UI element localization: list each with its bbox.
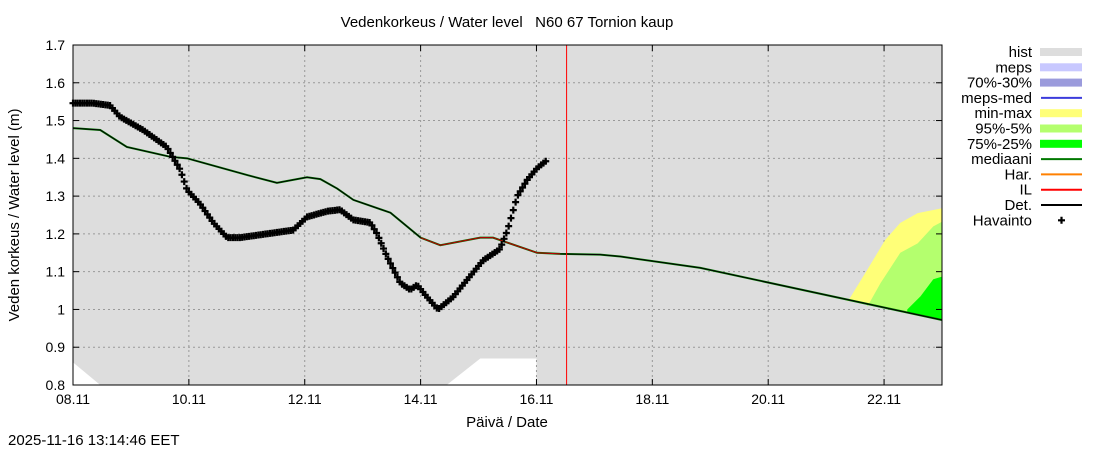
y-tick-label: 1.1 <box>46 264 66 280</box>
legend-label: mediaani <box>971 151 1032 168</box>
hist-band <box>73 45 942 385</box>
legend-swatch <box>1040 109 1082 118</box>
legend-label: hist <box>1009 44 1033 61</box>
observation-point <box>507 214 515 222</box>
x-tick-label: 08.11 <box>56 391 90 407</box>
timestamp: 2025-11-16 13:14:46 EET <box>8 432 180 449</box>
x-tick-label: 18.11 <box>635 391 669 407</box>
legend-label: Havainto <box>973 212 1032 229</box>
y-tick-label: 1.6 <box>46 75 66 91</box>
legend-swatch <box>1040 48 1082 56</box>
observation-point <box>169 153 177 161</box>
observation-point <box>164 145 172 153</box>
legend-label: Har. <box>1004 166 1032 183</box>
il-line <box>420 237 561 255</box>
observation-point <box>382 250 390 258</box>
y-tick-label: 0.8 <box>46 377 66 393</box>
observation-point <box>393 273 401 281</box>
observation-point <box>509 206 517 214</box>
observation-point <box>516 187 524 195</box>
observation-point <box>368 221 376 229</box>
observation-point <box>370 225 378 233</box>
legend-marker-icon <box>1058 216 1065 224</box>
observation-point <box>512 198 520 206</box>
observation-point <box>386 259 394 267</box>
observation-point <box>173 161 181 169</box>
plot-frame <box>72 44 943 386</box>
observation-point <box>521 180 529 188</box>
observation-point <box>377 239 385 247</box>
y-tick-label: 1 <box>57 301 65 317</box>
y-tick-label: 1.2 <box>46 226 66 242</box>
legend-label: 75%-25% <box>967 136 1032 153</box>
observation-point <box>514 191 522 199</box>
legend-swatch <box>1040 63 1082 72</box>
observation-point <box>495 245 503 253</box>
legend-label: meps-med <box>961 90 1032 107</box>
x-axis-label: Päivä / Date <box>466 414 548 431</box>
y-tick-label: 1.5 <box>46 113 66 129</box>
legend-label: min-max <box>974 105 1032 122</box>
legend-swatch <box>1040 78 1082 87</box>
observation-point <box>180 178 188 186</box>
legend-label: meps <box>995 59 1032 76</box>
y-tick-label: 0.9 <box>46 339 66 355</box>
observation-point <box>176 165 184 173</box>
chart-title: Vedenkorkeus / Water level N60 67 Tornio… <box>341 14 674 31</box>
observation-point <box>505 222 513 230</box>
x-tick-label: 20.11 <box>751 391 785 407</box>
observation-point <box>384 255 392 263</box>
legend-label: 95%-5% <box>975 121 1032 138</box>
observation-point <box>183 184 191 192</box>
y-tick-label: 1.3 <box>46 188 66 204</box>
x-tick-label: 10.11 <box>172 391 206 407</box>
observation-point <box>171 157 179 165</box>
observation-point <box>375 234 383 242</box>
legend-label: 70%-30% <box>967 75 1032 92</box>
legend-swatch <box>1040 124 1082 133</box>
y-tick-label: 1.7 <box>46 37 66 53</box>
legend-label: IL <box>1019 182 1032 199</box>
observation-point <box>500 235 508 243</box>
x-tick-label: 22.11 <box>867 391 901 407</box>
observation-point <box>542 157 550 165</box>
observation-point <box>389 264 397 272</box>
x-tick-label: 16.11 <box>519 391 553 407</box>
75-25-band <box>907 276 942 321</box>
observation-point <box>178 171 186 179</box>
y-axis-label: Veden korkeus / Water level (m) <box>6 109 23 322</box>
observation-point <box>380 245 388 253</box>
observation-point <box>502 229 510 237</box>
det-line <box>72 127 943 321</box>
observation-point <box>166 149 174 157</box>
legend: histmeps70%-30%meps-medmin-max95%-5%75%-… <box>961 44 1082 229</box>
legend-label: Det. <box>1004 197 1032 214</box>
x-tick-label: 14.11 <box>404 391 438 407</box>
x-tick-label: 12.11 <box>288 391 322 407</box>
observation-point <box>373 229 381 237</box>
observation-point <box>391 269 399 277</box>
observation-point <box>519 184 527 192</box>
observation-point <box>498 241 506 249</box>
legend-swatch <box>1040 139 1082 148</box>
y-tick-label: 1.4 <box>46 150 66 166</box>
